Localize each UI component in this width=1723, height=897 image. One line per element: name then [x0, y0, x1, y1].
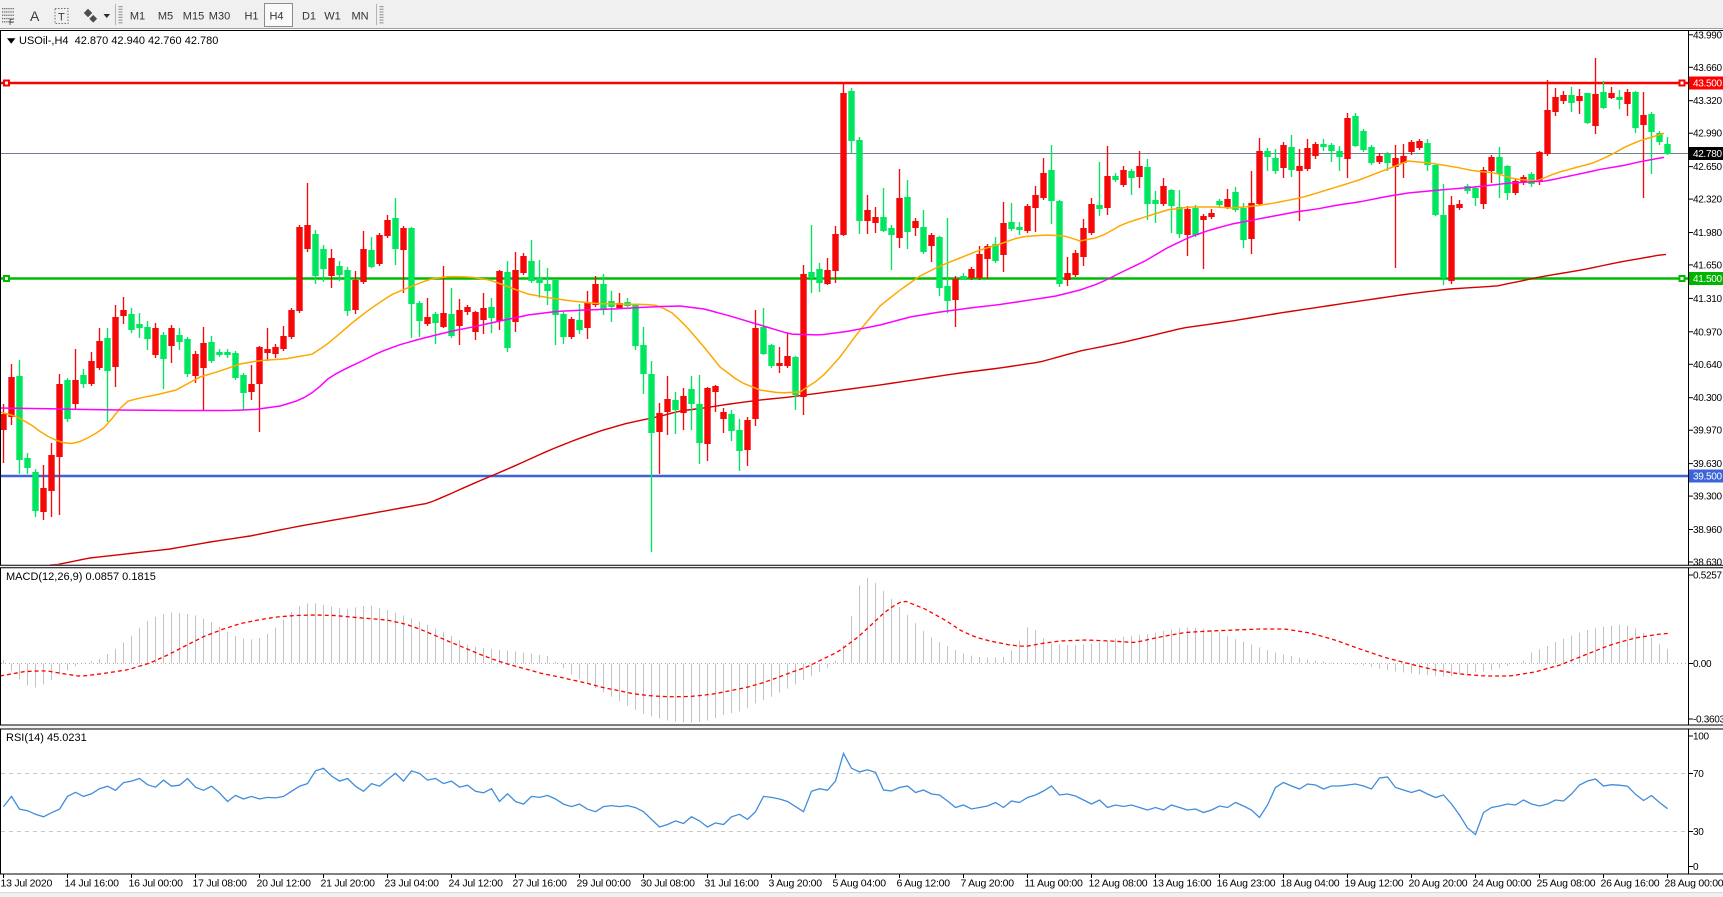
- svg-text:38.960: 38.960: [1693, 525, 1723, 536]
- svg-text:3 Aug 20:00: 3 Aug 20:00: [769, 878, 823, 890]
- svg-text:H4: H4: [269, 11, 283, 23]
- svg-text:27 Jul 16:00: 27 Jul 16:00: [513, 878, 568, 890]
- svg-text:W1: W1: [324, 11, 341, 23]
- svg-text:43.660: 43.660: [1693, 63, 1723, 74]
- svg-text:43.500: 43.500: [1693, 79, 1723, 90]
- svg-text:14 Jul 16:00: 14 Jul 16:00: [65, 878, 120, 890]
- svg-text:RSI(14) 45.0231: RSI(14) 45.0231: [6, 732, 87, 744]
- svg-text:D1: D1: [302, 11, 316, 23]
- svg-text:0.00: 0.00: [1693, 659, 1712, 670]
- svg-text:5 Aug 04:00: 5 Aug 04:00: [833, 878, 887, 890]
- svg-text:42.780: 42.780: [1693, 149, 1723, 160]
- svg-text:USOil-,H4 42.870 42.940 42.76: USOil-,H4 42.870 42.940 42.760 42.780: [19, 35, 218, 47]
- svg-text:40.640: 40.640: [1693, 360, 1723, 371]
- svg-text:39.300: 39.300: [1693, 492, 1723, 503]
- svg-text:7 Aug 20:00: 7 Aug 20:00: [961, 878, 1015, 890]
- svg-text:30: 30: [1693, 827, 1704, 838]
- svg-text:16 Jul 00:00: 16 Jul 00:00: [129, 878, 184, 890]
- svg-text:11 Aug 00:00: 11 Aug 00:00: [1025, 878, 1084, 890]
- svg-text:A: A: [30, 8, 40, 24]
- svg-text:MN: MN: [351, 11, 368, 23]
- svg-text:41.650: 41.650: [1693, 260, 1723, 271]
- svg-text:31 Jul 16:00: 31 Jul 16:00: [705, 878, 760, 890]
- svg-text:-0.3603: -0.3603: [1693, 715, 1723, 726]
- svg-text:39.630: 39.630: [1693, 459, 1723, 470]
- svg-text:28 Aug 00:00: 28 Aug 00:00: [1665, 878, 1723, 890]
- svg-text:40.300: 40.300: [1693, 393, 1723, 404]
- svg-text:38.630: 38.630: [1693, 558, 1723, 569]
- svg-text:20 Aug 20:00: 20 Aug 20:00: [1409, 878, 1468, 890]
- svg-text:42.320: 42.320: [1693, 195, 1723, 206]
- svg-text:0.5257: 0.5257: [1693, 571, 1723, 582]
- svg-text:43.320: 43.320: [1693, 96, 1723, 107]
- svg-text:29 Jul 00:00: 29 Jul 00:00: [577, 878, 632, 890]
- svg-text:21 Jul 20:00: 21 Jul 20:00: [321, 878, 376, 890]
- svg-text:F: F: [9, 18, 14, 27]
- svg-text:70: 70: [1693, 769, 1704, 780]
- svg-text:41.980: 41.980: [1693, 228, 1723, 239]
- svg-text:41.310: 41.310: [1693, 294, 1723, 305]
- svg-text:25 Aug 08:00: 25 Aug 08:00: [1537, 878, 1596, 890]
- svg-text:42.990: 42.990: [1693, 129, 1723, 140]
- svg-text:19 Aug 12:00: 19 Aug 12:00: [1345, 878, 1404, 890]
- svg-text:24 Aug 00:00: 24 Aug 00:00: [1473, 878, 1532, 890]
- svg-text:6 Aug 12:00: 6 Aug 12:00: [897, 878, 951, 890]
- svg-text:M5: M5: [158, 11, 173, 23]
- svg-text:H1: H1: [244, 11, 258, 23]
- svg-text:24 Jul 12:00: 24 Jul 12:00: [449, 878, 504, 890]
- svg-text:13 Jul 2020: 13 Jul 2020: [1, 878, 53, 890]
- svg-text:39.970: 39.970: [1693, 426, 1723, 437]
- svg-text:MACD(12,26,9) 0.0857 0.1815: MACD(12,26,9) 0.0857 0.1815: [6, 571, 156, 583]
- svg-text:18 Aug 04:00: 18 Aug 04:00: [1281, 878, 1340, 890]
- svg-text:30 Jul 08:00: 30 Jul 08:00: [641, 878, 696, 890]
- svg-text:39.500: 39.500: [1693, 472, 1723, 483]
- svg-text:12 Aug 08:00: 12 Aug 08:00: [1089, 878, 1148, 890]
- svg-text:43.990: 43.990: [1693, 30, 1723, 41]
- svg-text:13 Aug 16:00: 13 Aug 16:00: [1153, 878, 1212, 890]
- svg-text:40.970: 40.970: [1693, 327, 1723, 338]
- svg-text:M30: M30: [209, 11, 230, 23]
- svg-text:41.500: 41.500: [1693, 274, 1723, 285]
- svg-text:23 Jul 04:00: 23 Jul 04:00: [385, 878, 440, 890]
- svg-text:42.650: 42.650: [1693, 162, 1723, 173]
- svg-text:M15: M15: [183, 11, 204, 23]
- svg-text:0: 0: [1693, 862, 1699, 873]
- svg-text:100: 100: [1693, 732, 1710, 743]
- svg-text:20 Jul 12:00: 20 Jul 12:00: [257, 878, 312, 890]
- svg-text:17 Jul 08:00: 17 Jul 08:00: [193, 878, 248, 890]
- svg-text:T: T: [58, 12, 65, 24]
- svg-text:16 Aug 23:00: 16 Aug 23:00: [1217, 878, 1276, 890]
- svg-text:26 Aug 16:00: 26 Aug 16:00: [1601, 878, 1660, 890]
- svg-text:M1: M1: [130, 11, 145, 23]
